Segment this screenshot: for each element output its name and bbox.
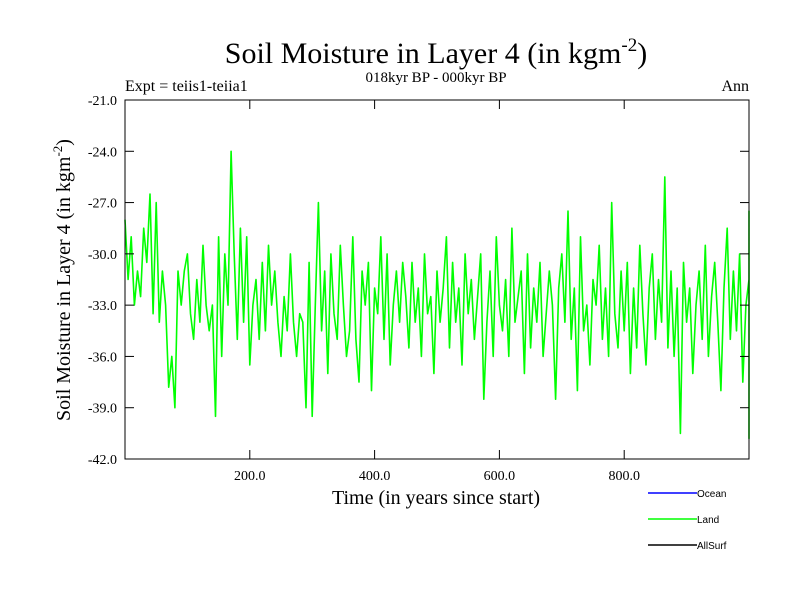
expt-label: Expt = teiis1-teiia1 xyxy=(125,78,248,95)
x-tick-label: 800.0 xyxy=(608,469,640,484)
chart-subtitle: 018kyr BP - 000kyr BP xyxy=(365,70,506,86)
season-label: Ann xyxy=(721,78,749,95)
legend-label-allsurf: AllSurf xyxy=(697,541,727,552)
y-axis-label-superscript: -2 xyxy=(50,146,65,157)
y-tick-label: -39.0 xyxy=(88,402,117,417)
y-tick-label: -24.0 xyxy=(88,145,117,160)
y-tick-label: -42.0 xyxy=(88,453,117,468)
y-tick-label: -33.0 xyxy=(88,299,117,314)
x-tick-label: 400.0 xyxy=(359,469,391,484)
series-line-land xyxy=(124,150,750,440)
series-group xyxy=(124,150,750,440)
chart-title-close: ) xyxy=(637,37,647,70)
legend-label-land: Land xyxy=(697,515,719,526)
y-tick-label: -27.0 xyxy=(88,197,117,212)
y-tick-label: -30.0 xyxy=(88,248,117,263)
ticks-group: -21.0 -24.0 -27.0 -30.0 -33.0 -36.0 -39.0 -42.0… xyxy=(88,94,749,484)
x-tick-label: 600.0 xyxy=(484,469,516,484)
chart-title: Soil Moisture in Layer 4 (in kgm-2) xyxy=(225,35,647,70)
x-tick-label: 200.0 xyxy=(234,469,266,484)
chart-title-superscript: -2 xyxy=(621,35,637,56)
x-axis-label: Time (in years since start) xyxy=(332,487,540,509)
legend-label-ocean: Ocean xyxy=(697,489,726,500)
y-tick-label: -36.0 xyxy=(88,350,117,365)
legend: Ocean Land AllSurf xyxy=(648,489,727,552)
y-axis-label-close: ) xyxy=(53,139,75,146)
plot-frame xyxy=(124,99,750,460)
y-tick-label: -21.0 xyxy=(88,94,117,109)
y-axis-label: Soil Moisture in Layer 4 (in kgm-2) xyxy=(50,139,75,421)
